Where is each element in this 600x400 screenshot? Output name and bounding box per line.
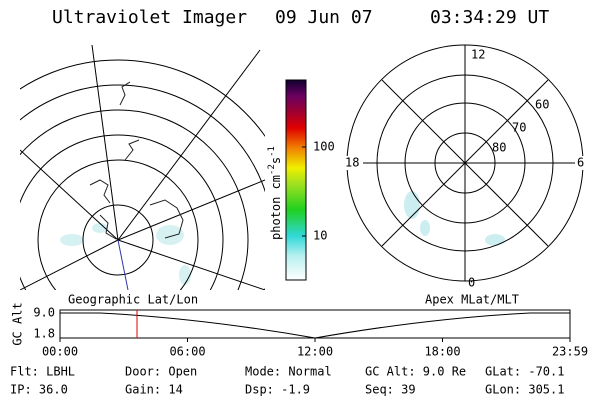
instrument: Ultraviolet Imager: [52, 7, 247, 28]
alt-xtick-label: 00:00: [42, 345, 78, 359]
alt-ytick-label: 9.0: [33, 306, 55, 320]
info-field: Door: Open: [125, 365, 197, 379]
mlt-label: 6: [577, 156, 584, 170]
time: 03:34:29 UT: [430, 7, 549, 28]
alt-ylabel: GC Alt: [11, 302, 25, 345]
alt-xtick-label: 23:59: [552, 345, 588, 359]
info-field: IP: 36.0: [10, 383, 68, 397]
info-field: GLat: -70.1: [485, 365, 564, 379]
info-field: GC Alt: 9.0 Re: [365, 365, 466, 379]
info-field: Gain: 14: [125, 383, 183, 397]
info-field: GLon: 305.1: [485, 383, 564, 397]
mlt-label: 0: [468, 276, 475, 290]
colorbar-tick-label: 10: [313, 229, 327, 243]
info-field: Dsp: -1.9: [245, 383, 310, 397]
info-field: Mode: Normal: [245, 365, 332, 379]
left-caption: Geographic Lat/Lon: [68, 293, 198, 307]
colorbar-tick-label: 100: [313, 140, 335, 154]
mlt-label: 18: [345, 156, 359, 170]
date: 09 Jun 07: [275, 7, 373, 28]
mlt-label: 12: [471, 48, 485, 62]
geographic-map: [20, 45, 265, 290]
colorbar: [285, 79, 307, 281]
colorbar-label: photon cm-2s-1: [267, 146, 283, 240]
alt-xtick-label: 18:00: [424, 345, 460, 359]
info-field: Flt: LBHL: [10, 365, 75, 379]
right-caption: Apex MLat/MLT: [425, 293, 519, 307]
mlat-label: 60: [535, 98, 549, 112]
alt-xtick-label: 12:00: [297, 345, 333, 359]
mlat-label: 80: [492, 141, 506, 155]
alt-ytick-label: 1.8: [33, 327, 55, 341]
mlat-label: 70: [512, 121, 526, 135]
polar-plot: 12 18 6 0 60 70 80: [343, 44, 587, 290]
alt-xtick-label: 06:00: [169, 345, 205, 359]
info-field: Seq: 39: [365, 383, 416, 397]
